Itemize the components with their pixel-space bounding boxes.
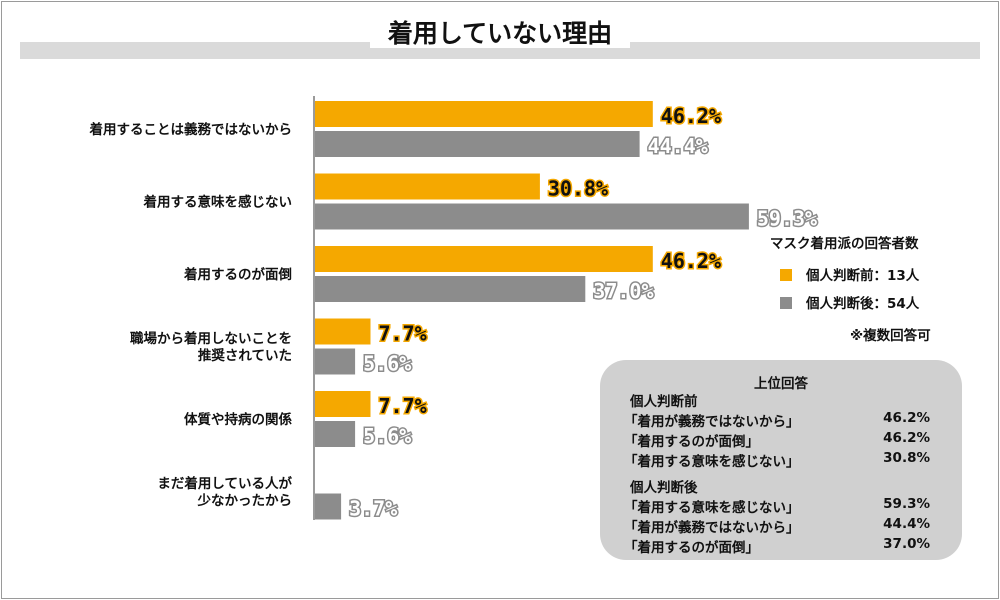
legend-item-after: 個人判断後：54人	[780, 292, 919, 312]
top-answers-box: 上位回答 個人判断前 「着用が義務ではないから」 46.2% 「着用するのが面倒」…	[600, 360, 962, 560]
category-label: 着用することは義務ではないから	[89, 121, 293, 138]
bar-before	[314, 246, 653, 272]
bar-before	[314, 173, 540, 200]
data-label-before: 7.7%	[379, 322, 427, 346]
top-answer-text: 「着用が義務ではないから」	[624, 414, 800, 430]
top-answer-pct: 46.2%	[883, 410, 930, 426]
bar-after	[314, 493, 342, 520]
legend-title: マスク着用派の回答者数	[770, 236, 919, 252]
category-label-line: 推奨されていた	[198, 347, 292, 364]
category-label: 体質や持病の関係	[184, 411, 292, 428]
category-label-line: 着用することは義務ではないから	[89, 121, 293, 138]
top-answer-row: 「着用する意味を感じない」 59.3%	[624, 496, 930, 516]
data-label-before: 7.7%	[379, 394, 427, 418]
legend-label-before: 個人判断前：13人	[806, 268, 920, 284]
top-answer-row: 「着用するのが面倒」 46.2%	[624, 430, 930, 450]
bar-before	[314, 318, 371, 345]
top-answer-pct: 44.4%	[883, 516, 930, 532]
legend-swatch-after	[780, 297, 792, 309]
data-label-after: 37.0%	[593, 279, 653, 303]
bar-after	[314, 276, 586, 302]
category-label: まだ着用している人が少なかったから	[157, 475, 292, 509]
top-answers-title: 上位回答	[754, 376, 808, 392]
data-label-after: 3.7%	[349, 497, 397, 521]
top-answer-text: 「着用するのが面倒」	[624, 540, 759, 556]
bar-before	[314, 391, 371, 417]
data-label-before: 30.8%	[548, 177, 608, 201]
category-label: 職場から着用しないことを推奨されていた	[130, 330, 292, 364]
data-label-before: 46.2%	[661, 249, 721, 273]
bar-after	[314, 348, 356, 375]
chart-title-text: 着用していない理由	[369, 19, 631, 48]
top-answer-pct: 46.2%	[883, 430, 930, 446]
data-label-before: 46.2%	[661, 104, 721, 128]
bar-after	[314, 421, 356, 447]
top-answer-text: 「着用が義務ではないから」	[624, 520, 800, 536]
category-label: 着用するのが面倒	[183, 266, 292, 283]
top-answer-text: 「着用する意味を感じない」	[624, 454, 800, 470]
data-label-after: 5.6%	[363, 424, 411, 448]
data-label-after: 59.3%	[757, 207, 817, 231]
legend-label-after: 個人判断後：54人	[806, 296, 920, 312]
legend-item-before: 個人判断前：13人	[780, 264, 919, 284]
category-label-line: まだ着用している人が	[157, 475, 292, 492]
category-label-line: 職場から着用しないことを	[130, 330, 292, 347]
category-label-line: 体質や持病の関係	[184, 411, 292, 428]
chart-title: 着用していない理由	[0, 16, 1000, 52]
top-answer-row: 「着用が義務ではないから」 44.4%	[624, 516, 930, 536]
top-answer-pct: 37.0%	[883, 536, 930, 552]
top-answers-group-before: 個人判断前	[630, 394, 698, 410]
bar-after	[314, 203, 749, 230]
legend-note: ※複数回答可	[850, 328, 931, 344]
top-answer-pct: 59.3%	[883, 496, 930, 512]
top-answers-group-after: 個人判断後	[630, 480, 698, 496]
top-answer-row: 「着用するのが面倒」 37.0%	[624, 536, 930, 556]
category-label-line: 着用する意味を感じない	[143, 194, 293, 211]
top-answer-text: 「着用する意味を感じない」	[624, 500, 800, 516]
category-label-line: 着用するのが面倒	[183, 266, 292, 283]
title-bar	[20, 42, 980, 59]
category-label: 着用する意味を感じない	[143, 194, 293, 211]
data-label-after: 5.6%	[363, 352, 411, 376]
legend-swatch-before	[780, 269, 792, 281]
category-label-line: 少なかったから	[197, 493, 293, 509]
top-answer-row: 「着用する意味を感じない」 30.8%	[624, 450, 930, 470]
bar-before	[314, 101, 653, 127]
top-answer-row: 「着用が義務ではないから」 46.2%	[624, 410, 930, 430]
data-label-after: 44.4%	[648, 134, 708, 158]
bar-after	[314, 131, 640, 157]
top-answer-text: 「着用するのが面倒」	[624, 434, 759, 450]
top-answer-pct: 30.8%	[883, 450, 930, 466]
